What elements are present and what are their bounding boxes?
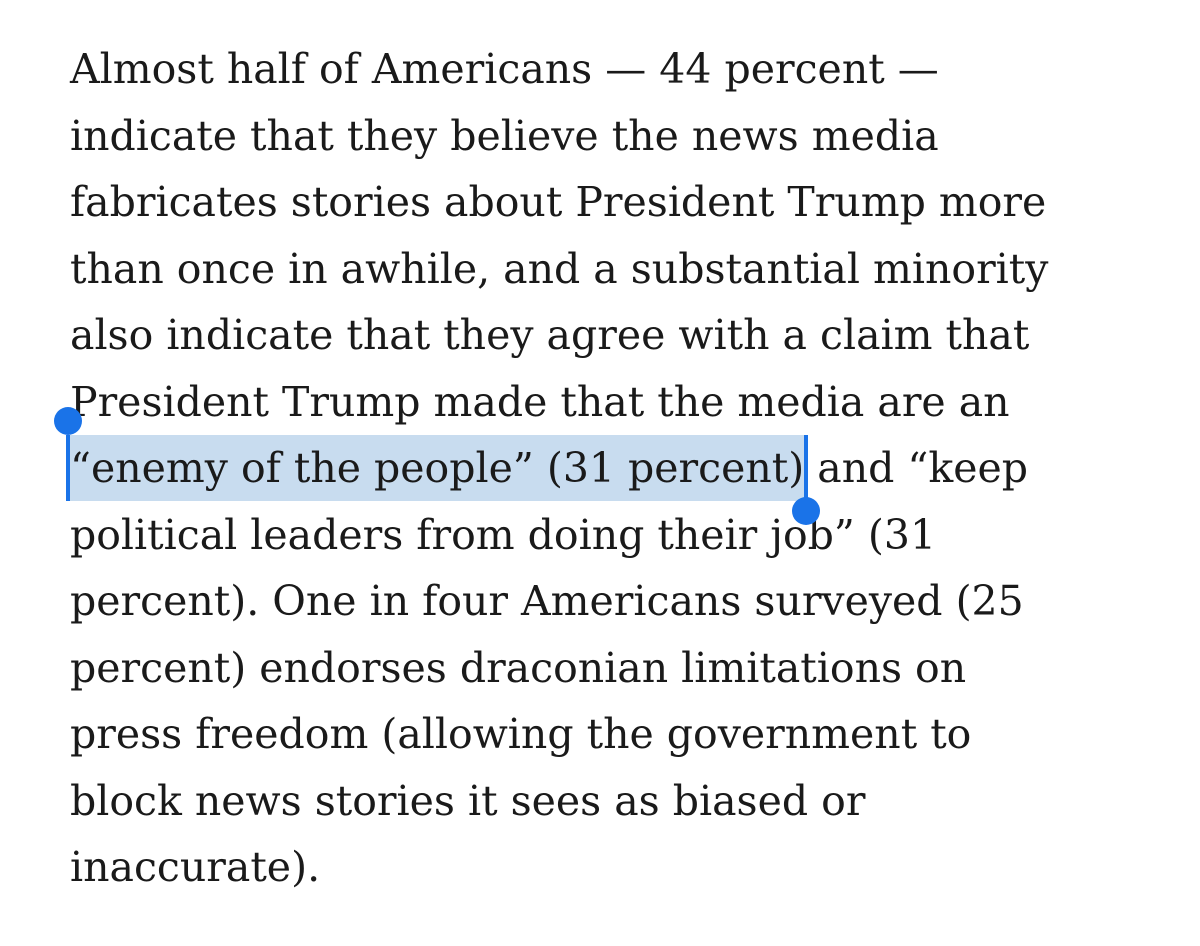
selection-start-handle[interactable] <box>54 407 82 435</box>
text-after-selection: and “keep <box>804 444 1029 492</box>
text-line-with-selection: “enemy of the people” (31 percent) and “… <box>54 407 1180 525</box>
text-line: fabricates stories about President Trump… <box>70 178 1047 226</box>
text-line: political leaders from doing their job” … <box>70 510 937 559</box>
text-line: also indicate that they agree with a cla… <box>70 311 1030 359</box>
selection-end-handle[interactable] <box>792 497 821 525</box>
selection-start-handle-bar[interactable] <box>66 435 70 501</box>
selected-text[interactable]: “enemy of the people” (31 percent) <box>70 435 805 501</box>
text-line: Almost half of Americans — 44 percent — <box>70 45 939 93</box>
text-line: percent) endorses draconian limitations … <box>70 643 967 692</box>
text-line: percent). One in four Americans surveyed… <box>70 577 1024 625</box>
text-line: inaccurate). <box>70 843 321 891</box>
text-line: indicate that they believe the news medi… <box>70 111 939 160</box>
article-paragraph: Almost half of Americans — 44 percent — … <box>54 36 1180 901</box>
text-line: than once in awhile, and a substantial m… <box>70 244 1049 293</box>
text-line: press freedom (allowing the government t… <box>70 710 972 758</box>
text-selection[interactable]: “enemy of the people” (31 percent) <box>54 407 821 525</box>
text-line: block news stories it sees as biased or <box>70 776 866 825</box>
text-line: President Trump made that the media are … <box>70 377 1010 426</box>
selection-end-handle-bar[interactable] <box>804 435 809 501</box>
